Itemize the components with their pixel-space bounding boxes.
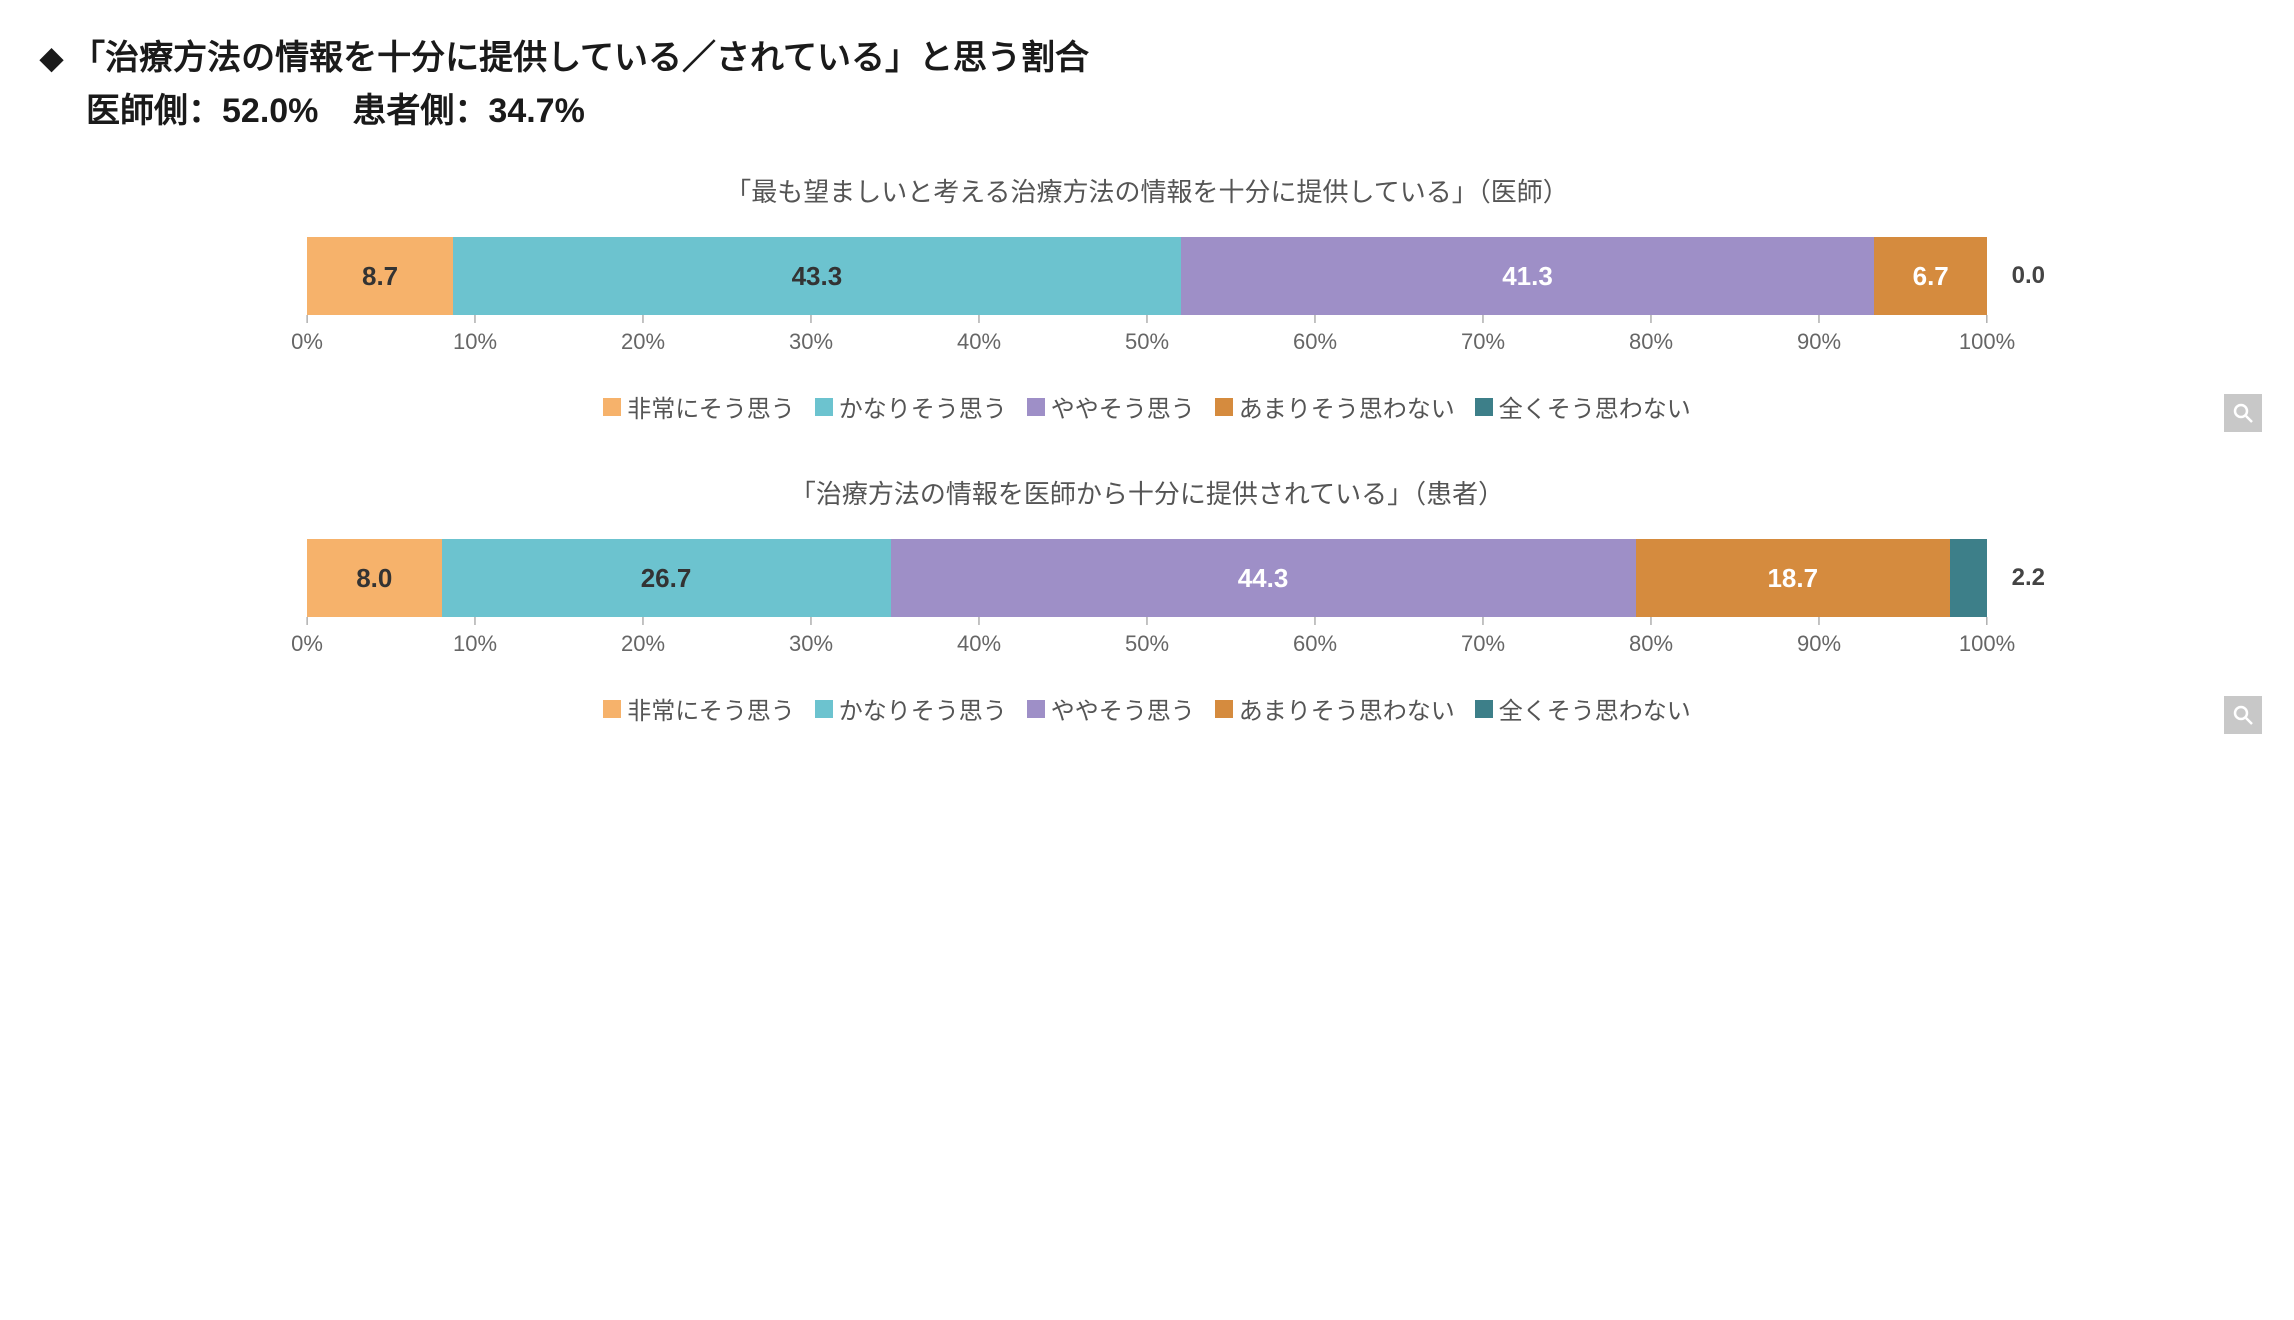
legend-label: あまりそう思わない xyxy=(1239,691,1455,726)
chart-title: 「治療方法の情報を医師から十分に提供されている」（患者） xyxy=(40,474,2254,511)
axis-tick: 30% xyxy=(789,329,833,355)
axis-tick: 40% xyxy=(957,631,1001,657)
legend-label: あまりそう思わない xyxy=(1239,389,1455,424)
stacked-bar: 8.743.341.36.70.0 xyxy=(307,237,1987,315)
axis-tick: 0% xyxy=(291,329,323,355)
bar-segment xyxy=(1950,539,1987,617)
axis-tick: 80% xyxy=(1629,329,1673,355)
legend-swatch-icon xyxy=(1027,398,1045,416)
bar-segment: 8.0 xyxy=(307,539,442,617)
x-axis: 0%10%20%30%40%50%60%70%80%90%100% xyxy=(307,329,1987,369)
legend-swatch-icon xyxy=(603,398,621,416)
legend-swatch-icon xyxy=(1215,398,1233,416)
charts-container: 「最も望ましいと考える治療方法の情報を十分に提供している」（医師） 8.743.3… xyxy=(40,172,2254,726)
legend-item: かなりそう思う xyxy=(815,691,1007,726)
diamond-icon: ◆ xyxy=(40,41,63,76)
legend-item: 全くそう思わない xyxy=(1475,691,1691,726)
axis-tick: 60% xyxy=(1293,329,1337,355)
legend-item: ややそう思う xyxy=(1027,389,1195,424)
axis-tick: 80% xyxy=(1629,631,1673,657)
chart-area: 8.026.744.318.72.20%10%20%30%40%50%60%70… xyxy=(247,539,2047,726)
bar-segment: 44.3 xyxy=(891,539,1636,617)
legend-label: 全くそう思わない xyxy=(1499,691,1691,726)
legend-swatch-icon xyxy=(603,700,621,718)
legend-label: かなりそう思う xyxy=(839,389,1007,424)
legend-swatch-icon xyxy=(1027,700,1045,718)
legend-item: かなりそう思う xyxy=(815,389,1007,424)
axis-tick: 40% xyxy=(957,329,1001,355)
legend-label: ややそう思う xyxy=(1051,691,1195,726)
chart-area: 8.743.341.36.70.00%10%20%30%40%50%60%70%… xyxy=(247,237,2047,424)
chart-doctor: 「最も望ましいと考える治療方法の情報を十分に提供している」（医師） 8.743.3… xyxy=(40,172,2254,424)
bar-segment: 26.7 xyxy=(442,539,891,617)
title-line-2: 医師側：52.0% 患者側：34.7% xyxy=(40,83,2254,132)
legend-swatch-icon xyxy=(1475,398,1493,416)
axis-tick: 20% xyxy=(621,631,665,657)
legend: 非常にそう思う かなりそう思う ややそう思う あまりそう思わない 全くそう思わない xyxy=(247,389,2047,424)
axis-tick: 100% xyxy=(1959,329,2015,355)
axis-tick: 50% xyxy=(1125,631,1169,657)
bar-segment: 41.3 xyxy=(1181,237,1875,315)
legend-label: 非常にそう思う xyxy=(627,389,795,424)
axis-tick: 90% xyxy=(1797,631,1841,657)
page-header: ◆「治療方法の情報を十分に提供している／されている」と思う割合 医師側：52.0… xyxy=(40,30,2254,132)
bar-segment: 8.7 xyxy=(307,237,453,315)
bar-segment-label-outside: 2.2 xyxy=(2012,564,2045,592)
bar-segment: 43.3 xyxy=(453,237,1180,315)
legend-item: 全くそう思わない xyxy=(1475,389,1691,424)
zoom-icon[interactable] xyxy=(2224,394,2262,432)
axis-tick: 70% xyxy=(1461,631,1505,657)
legend-item: 非常にそう思う xyxy=(603,389,795,424)
legend-label: 全くそう思わない xyxy=(1499,389,1691,424)
bar-segment: 18.7 xyxy=(1636,539,1950,617)
bar-segment: 6.7 xyxy=(1874,237,1987,315)
legend: 非常にそう思う かなりそう思う ややそう思う あまりそう思わない 全くそう思わない xyxy=(247,691,2047,726)
axis-tick: 60% xyxy=(1293,631,1337,657)
axis-tick: 30% xyxy=(789,631,833,657)
axis-tick: 0% xyxy=(291,631,323,657)
x-axis: 0%10%20%30%40%50%60%70%80%90%100% xyxy=(307,631,1987,671)
axis-tick: 90% xyxy=(1797,329,1841,355)
axis-tick: 100% xyxy=(1959,631,2015,657)
axis-tick: 20% xyxy=(621,329,665,355)
chart-title: 「最も望ましいと考える治療方法の情報を十分に提供している」（医師） xyxy=(40,172,2254,209)
bar-segment-label-outside: 0.0 xyxy=(2012,262,2045,290)
zoom-icon[interactable] xyxy=(2224,696,2262,734)
legend-item: あまりそう思わない xyxy=(1215,389,1455,424)
legend-item: 非常にそう思う xyxy=(603,691,795,726)
axis-tick: 10% xyxy=(453,631,497,657)
legend-label: 非常にそう思う xyxy=(627,691,795,726)
legend-item: あまりそう思わない xyxy=(1215,691,1455,726)
title-text-1: 「治療方法の情報を十分に提供している／されている」と思う割合 xyxy=(71,39,1089,77)
chart-patient: 「治療方法の情報を医師から十分に提供されている」（患者）8.026.744.31… xyxy=(40,474,2254,726)
legend-swatch-icon xyxy=(815,700,833,718)
legend-swatch-icon xyxy=(1215,700,1233,718)
title-line-1: ◆「治療方法の情報を十分に提供している／されている」と思う割合 xyxy=(40,30,2254,79)
legend-item: ややそう思う xyxy=(1027,691,1195,726)
axis-tick: 70% xyxy=(1461,329,1505,355)
legend-label: ややそう思う xyxy=(1051,389,1195,424)
legend-swatch-icon xyxy=(1475,700,1493,718)
axis-tick: 50% xyxy=(1125,329,1169,355)
legend-swatch-icon xyxy=(815,398,833,416)
axis-tick: 10% xyxy=(453,329,497,355)
legend-label: かなりそう思う xyxy=(839,691,1007,726)
stacked-bar: 8.026.744.318.72.2 xyxy=(307,539,1987,617)
